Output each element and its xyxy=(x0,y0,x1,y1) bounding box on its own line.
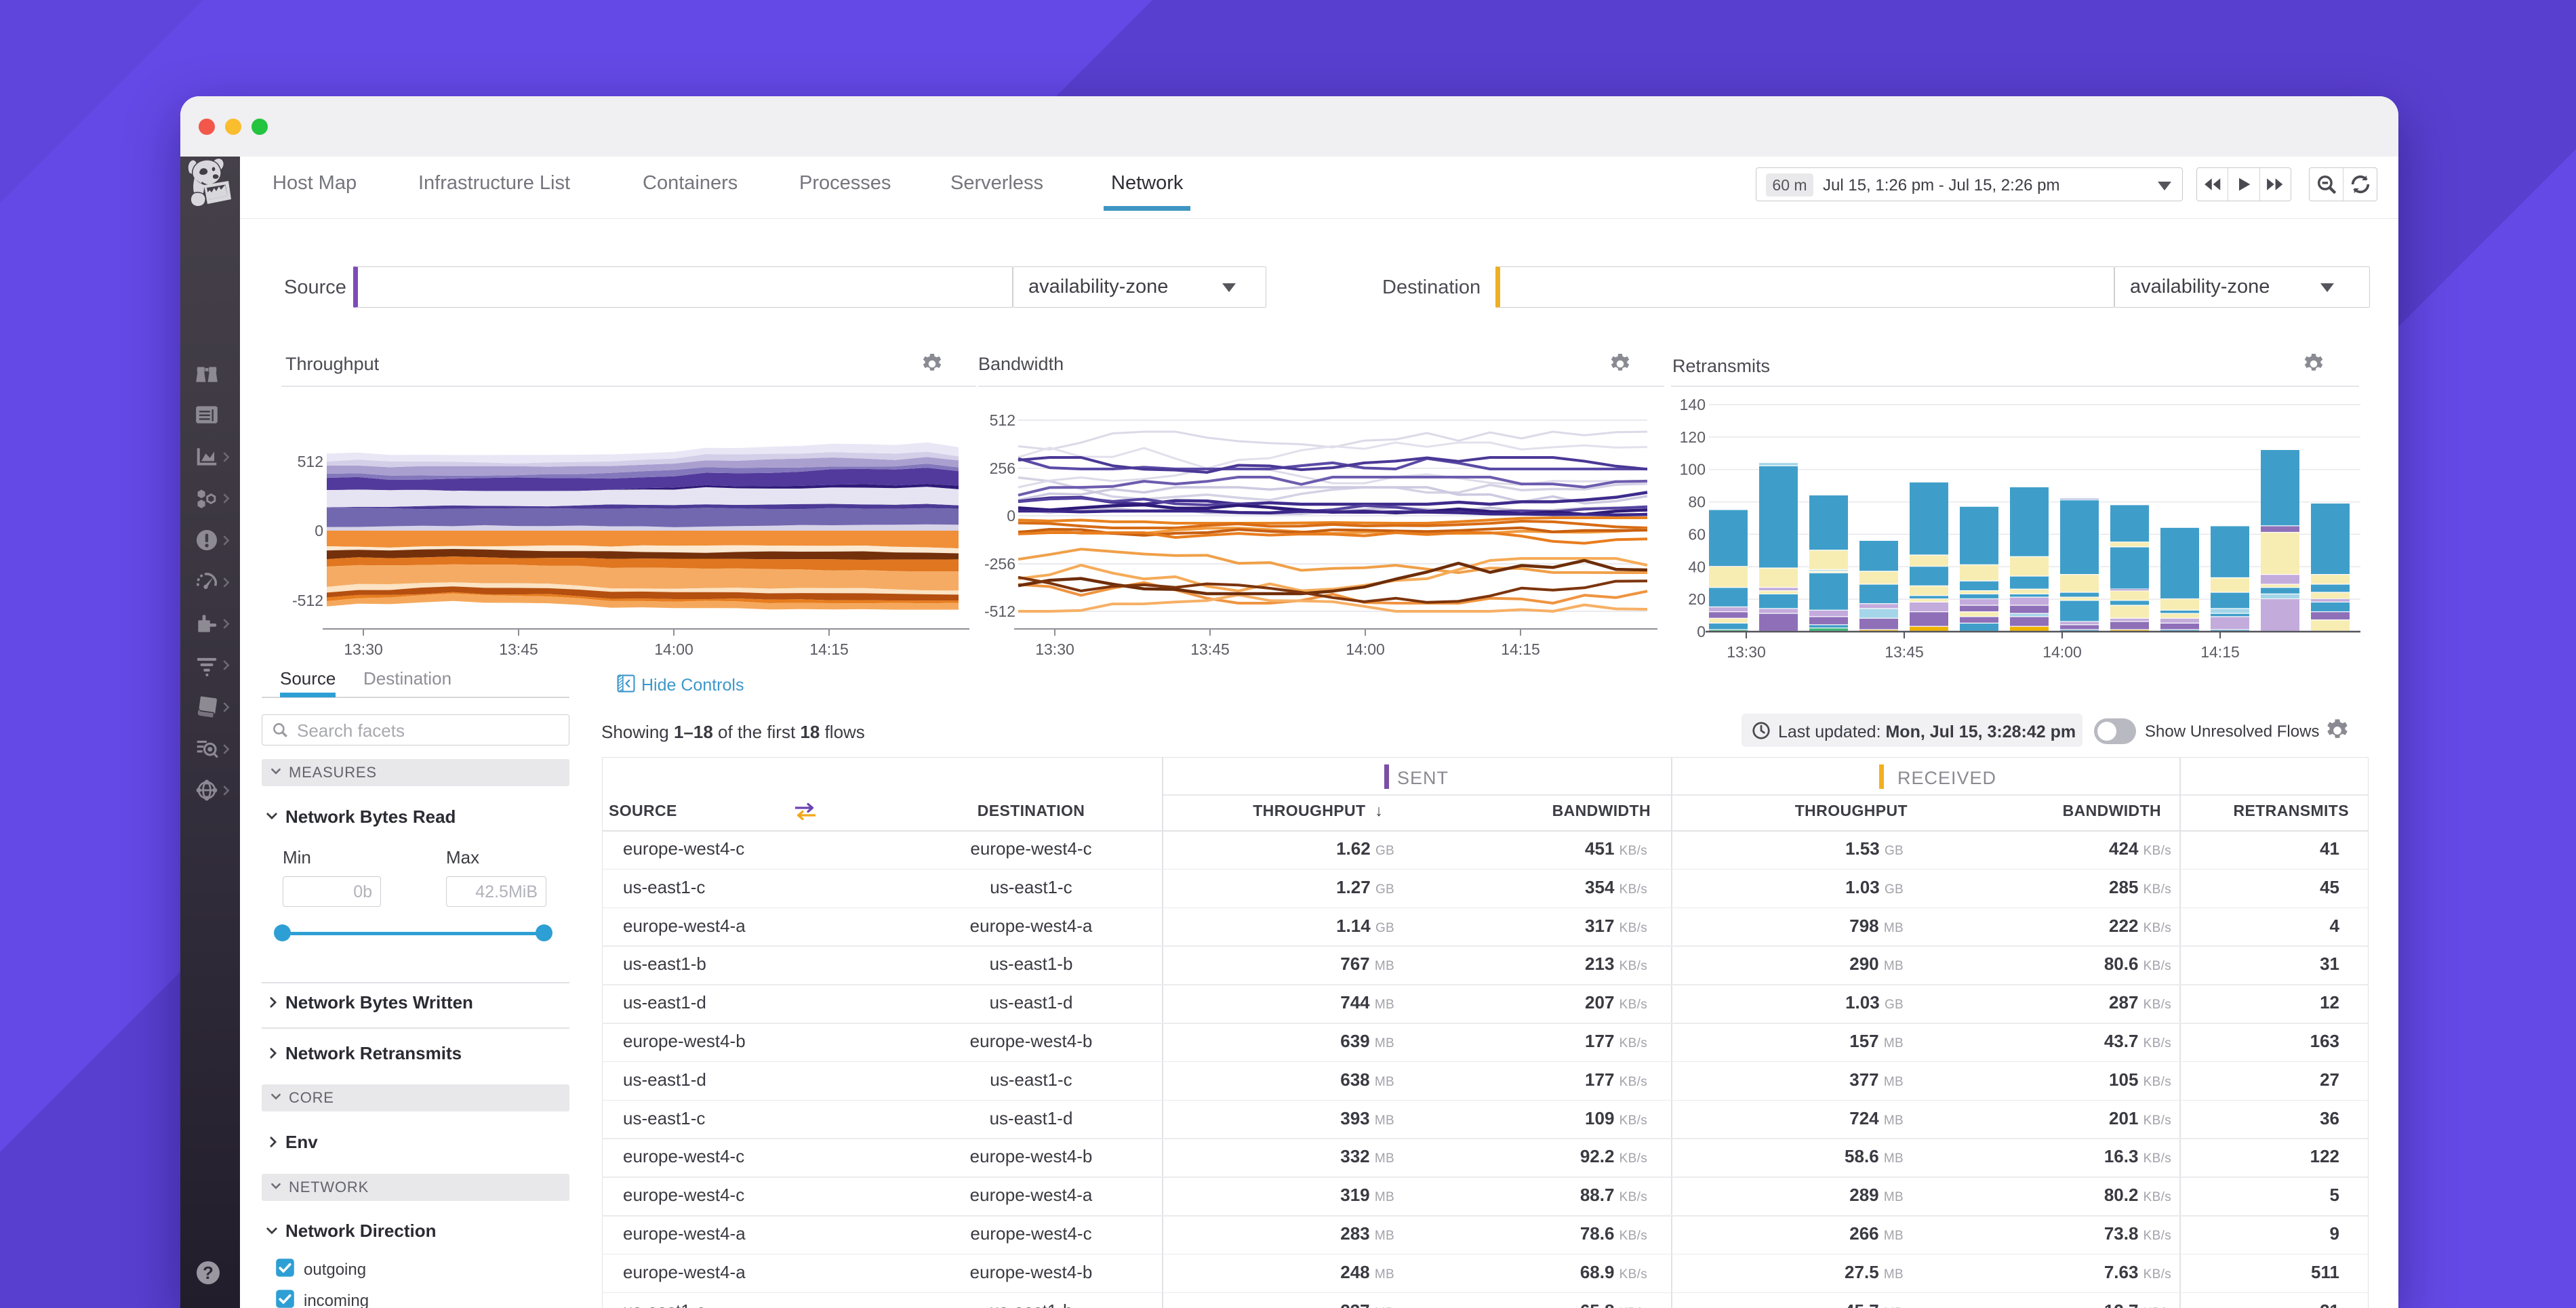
svg-text:60: 60 xyxy=(1688,525,1706,543)
svg-text:100: 100 xyxy=(1680,461,1706,478)
svg-text:20: 20 xyxy=(1688,590,1706,608)
svg-text:13:30: 13:30 xyxy=(1727,643,1766,661)
svg-text:13:45: 13:45 xyxy=(1190,640,1230,658)
svg-text:40: 40 xyxy=(1688,558,1706,575)
svg-text:14:15: 14:15 xyxy=(809,640,849,658)
svg-text:-256: -256 xyxy=(984,555,1015,573)
svg-text:0: 0 xyxy=(1007,507,1015,525)
svg-text:256: 256 xyxy=(990,459,1015,477)
svg-text:14:00: 14:00 xyxy=(654,640,693,658)
svg-text:13:30: 13:30 xyxy=(344,640,383,658)
svg-text:0: 0 xyxy=(1697,623,1706,640)
svg-text:14:15: 14:15 xyxy=(1501,640,1540,658)
svg-text:14:00: 14:00 xyxy=(1346,640,1385,658)
svg-text:140: 140 xyxy=(1680,396,1706,413)
svg-text:512: 512 xyxy=(990,411,1015,429)
svg-text:-512: -512 xyxy=(292,592,323,609)
svg-text:13:30: 13:30 xyxy=(1035,640,1074,658)
svg-text:512: 512 xyxy=(298,453,323,470)
svg-text:14:00: 14:00 xyxy=(2042,643,2082,661)
svg-text:-512: -512 xyxy=(984,602,1015,620)
svg-text:13:45: 13:45 xyxy=(499,640,538,658)
svg-text:14:15: 14:15 xyxy=(2200,643,2240,661)
svg-text:13:45: 13:45 xyxy=(1885,643,1924,661)
svg-text:120: 120 xyxy=(1680,428,1706,446)
svg-text:80: 80 xyxy=(1688,493,1706,511)
svg-text:0: 0 xyxy=(315,522,323,539)
